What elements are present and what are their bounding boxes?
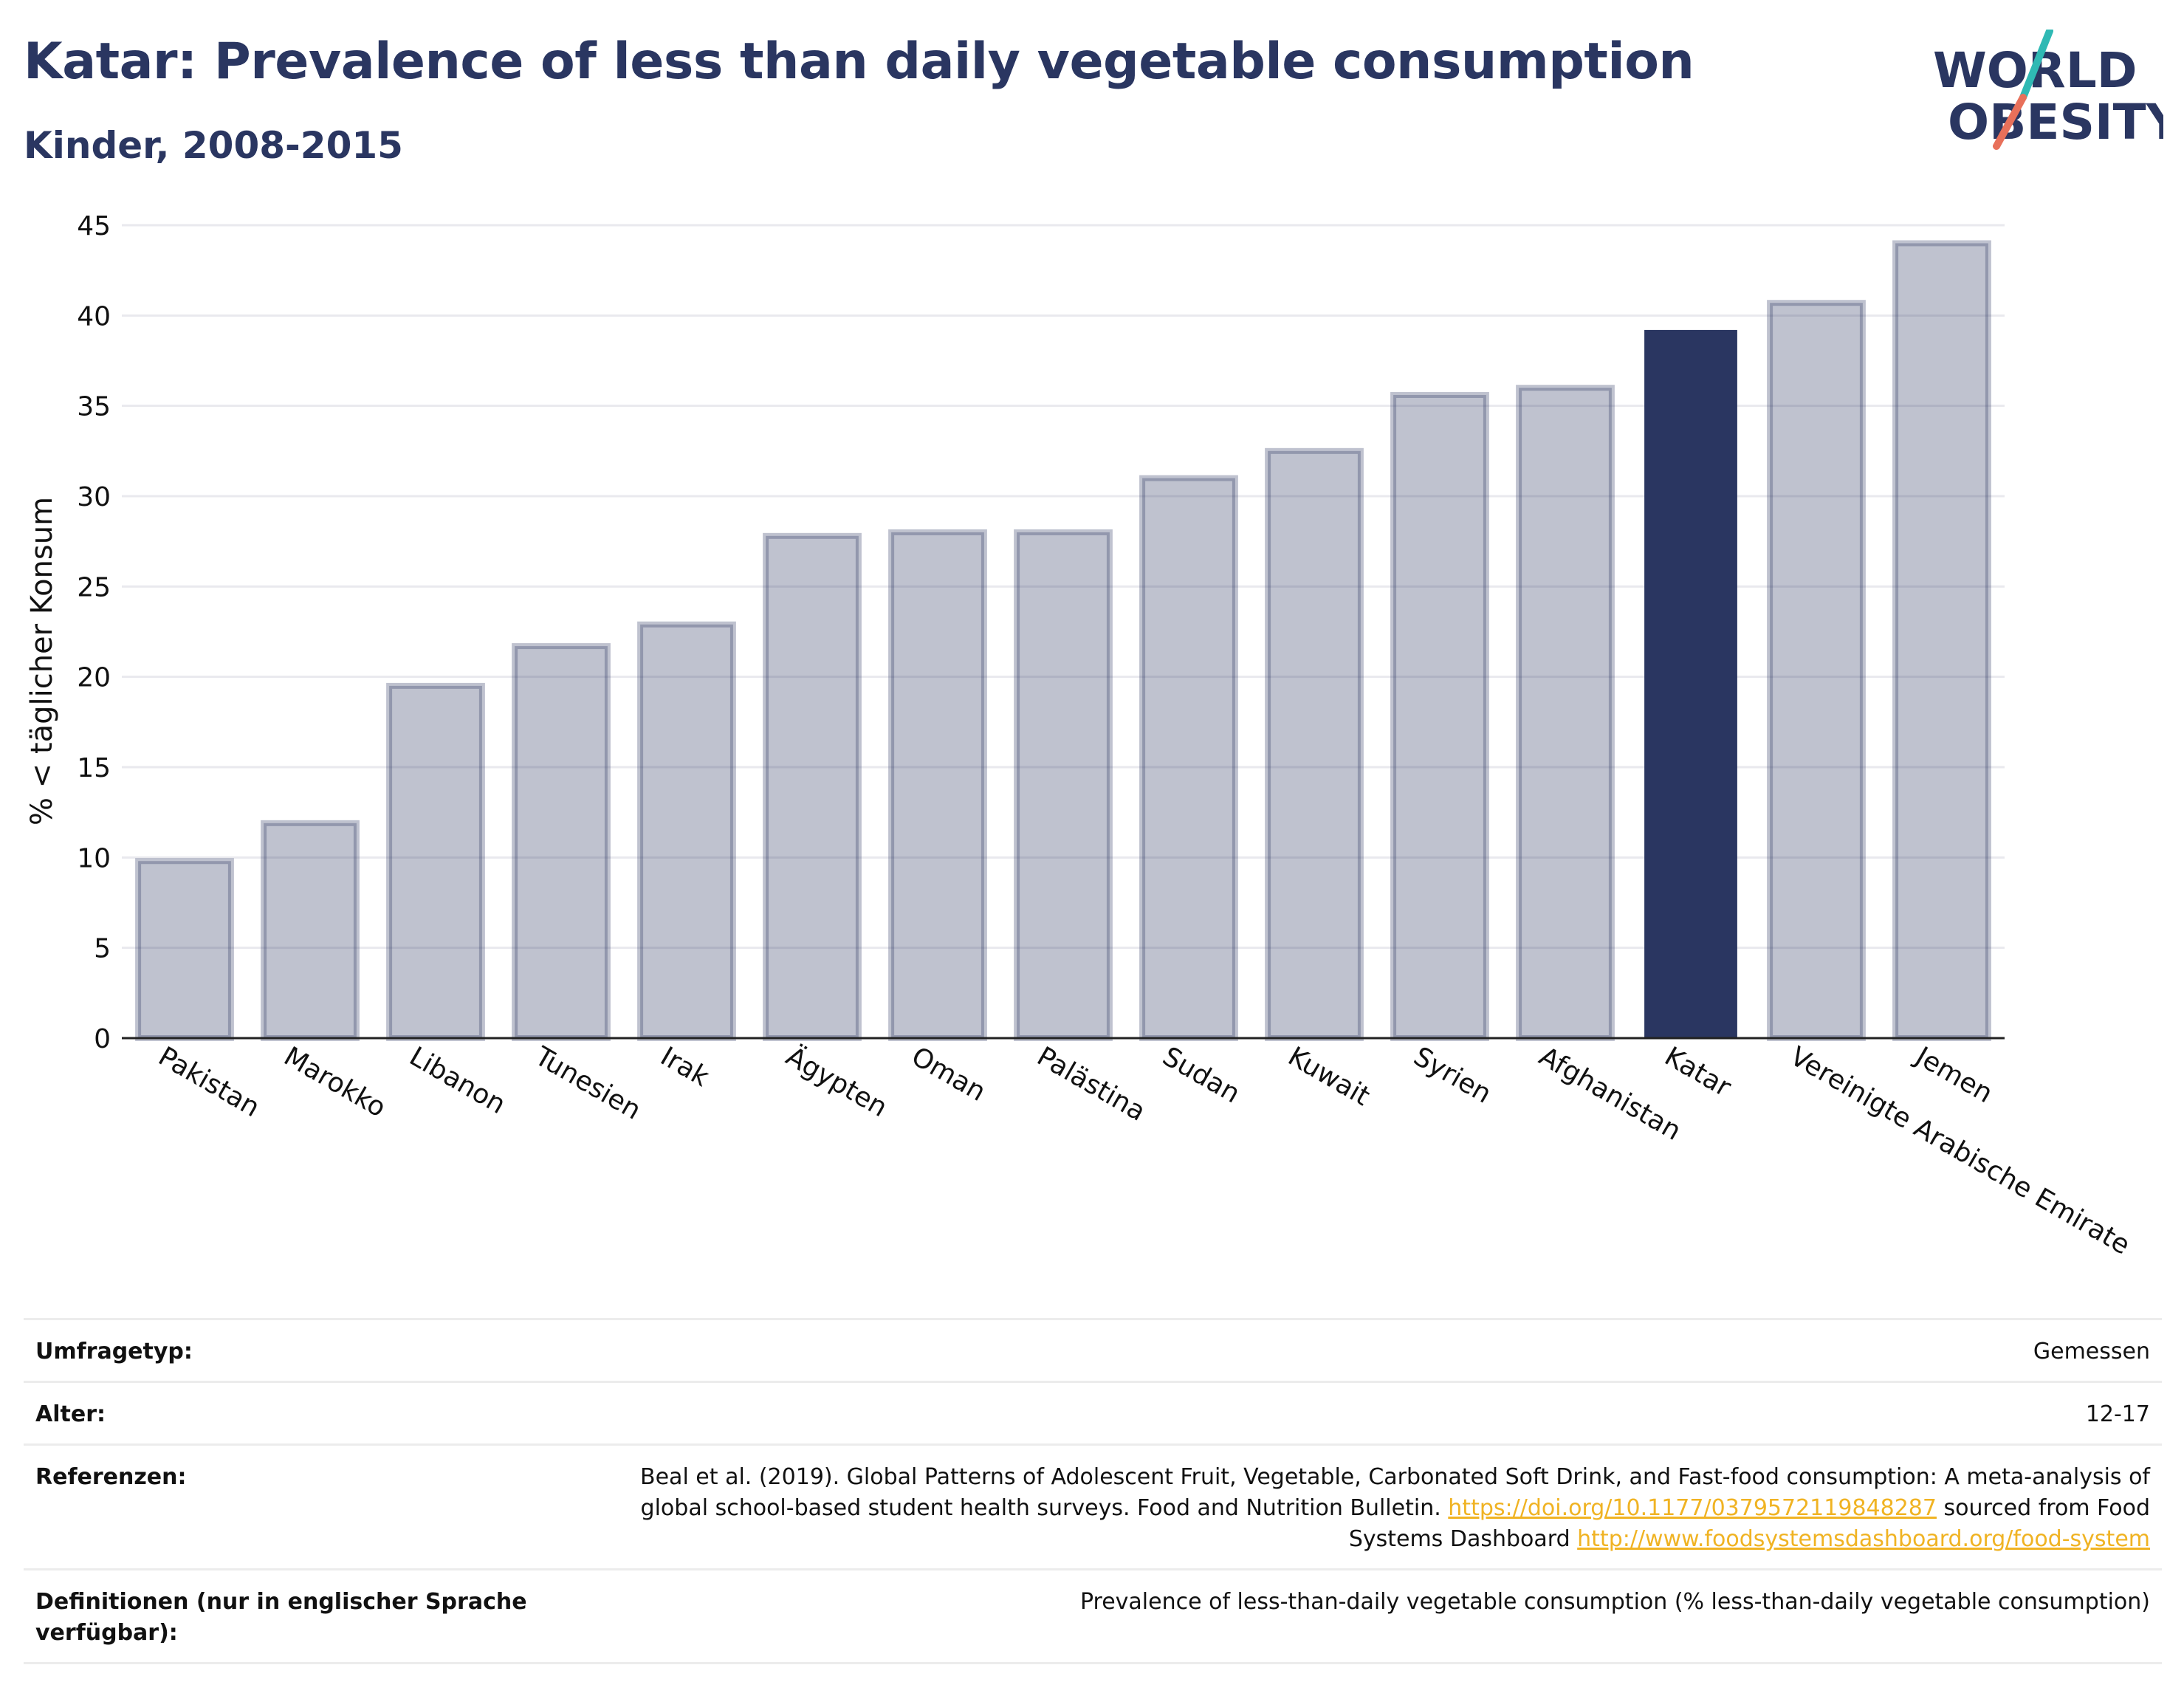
- y-tick-label: 40: [77, 301, 111, 332]
- metadata-label: Referenzen:: [35, 1464, 187, 1490]
- x-tick-label: Sudan: [1158, 1041, 1246, 1109]
- y-tick-label: 35: [77, 392, 111, 422]
- metadata-row: Definitionen (nur in englischer Sprache …: [24, 1568, 2162, 1664]
- metadata-value: Prevalence of less-than-daily vegetable …: [1079, 1589, 2150, 1615]
- metadata-row: Umfragetyp: Gemessen: [24, 1318, 2162, 1381]
- y-tick-label: 15: [77, 753, 111, 783]
- x-tick-label: Palästina: [1032, 1041, 1151, 1127]
- x-tick-label: Kuwait: [1283, 1041, 1376, 1112]
- world-obesity-logo: WORLD OBESITY: [1933, 30, 2163, 151]
- metadata-label: Umfragetyp:: [35, 1339, 193, 1364]
- x-axis-ticks: Pakistan Marokko Libanon Tunesien Irak Ägypte…: [154, 1040, 2135, 1260]
- bar-chart: 0 5 10 15 20 25 30 35 40 45 Pakistan Marokko Libano…: [25, 211, 2135, 1261]
- metadata-table: Umfragetyp: Gemessen Alter: 12-17 Referenzen…: [24, 1318, 2162, 1664]
- y-tick-label: 5: [94, 934, 111, 964]
- x-tick-label: Syrien: [1409, 1041, 1497, 1109]
- metadata-value: Beal et al. (2019). Global Patterns of A…: [577, 1446, 2162, 1568]
- x-tick-label: Libanon: [405, 1041, 511, 1120]
- page-subtitle: Kinder, 2008-2015: [24, 124, 403, 167]
- reference-text: sourced from Food Systems Dashboard: [1348, 1495, 2150, 1552]
- metadata-value: Gemessen: [2033, 1339, 2150, 1364]
- bar-pakistan: [135, 858, 234, 1042]
- x-tick-label: Tunesien: [529, 1041, 646, 1126]
- reference-link[interactable]: https://doi.org/10.1177/0379572119848287: [1448, 1495, 1937, 1521]
- y-axis-ticks: 0 5 10 15 20 25 30 35 40 45: [77, 211, 111, 1054]
- y-tick-label: 45: [77, 211, 111, 241]
- metadata-label: Definitionen (nur in englischer Sprache …: [35, 1589, 527, 1646]
- bar-afghanistan: [1516, 385, 1615, 1041]
- bars: [135, 240, 1991, 1042]
- bar-irak: [637, 621, 736, 1041]
- bar-katar: [1644, 329, 1737, 1038]
- bar-kuwait: [1265, 447, 1364, 1041]
- y-tick-label: 10: [77, 843, 111, 873]
- bar-syrien: [1390, 391, 1489, 1041]
- x-tick-label: Afghanistan: [1534, 1041, 1686, 1147]
- y-tick-label: 25: [77, 572, 111, 602]
- y-tick-label: 20: [77, 663, 111, 693]
- x-tick-label: Pakistan: [154, 1041, 265, 1123]
- metadata-row: Referenzen: Beal et al. (2019). Global Pa…: [24, 1443, 2162, 1568]
- logo-slash-coral: [1993, 94, 2027, 150]
- reference-text: Beal et al. (2019). Global Patterns of A…: [640, 1464, 2150, 1521]
- x-tick-label: Oman: [907, 1041, 991, 1108]
- metadata-row: Alter: 12-17: [24, 1381, 2162, 1443]
- y-tick-label: 30: [77, 482, 111, 512]
- metadata-value: 12-17: [2085, 1401, 2150, 1427]
- x-tick-label: Jemen: [1909, 1040, 1998, 1109]
- metadata-label: Alter:: [35, 1401, 106, 1427]
- bar-sudan: [1139, 475, 1238, 1041]
- bar-oman: [888, 529, 987, 1041]
- page-title: Katar: Prevalence of less than daily veg…: [24, 32, 1694, 91]
- reference-link[interactable]: http://www.foodsystemsdashboard.org/food…: [1577, 1526, 2150, 1552]
- bar-marokko: [261, 820, 360, 1041]
- logo-line-2: OBESITY: [1948, 94, 2163, 151]
- logo-slash-teal: [2019, 30, 2053, 101]
- bar-tunesien: [512, 643, 611, 1041]
- bar-ägypten: [763, 532, 862, 1041]
- x-tick-label: Katar: [1660, 1041, 1737, 1103]
- y-tick-label: 0: [94, 1024, 111, 1054]
- x-tick-label: Irak: [656, 1041, 715, 1093]
- x-tick-label: Ägypten: [781, 1040, 893, 1123]
- bar-palästina: [1014, 529, 1113, 1041]
- bar-vereinigte-arabische-emirate: [1767, 300, 1866, 1041]
- x-tick-label: Marokko: [279, 1041, 391, 1123]
- bar-libanon: [386, 682, 485, 1042]
- bar-jemen: [1892, 240, 1991, 1041]
- y-axis-label: % < täglicher Konsum: [25, 497, 59, 825]
